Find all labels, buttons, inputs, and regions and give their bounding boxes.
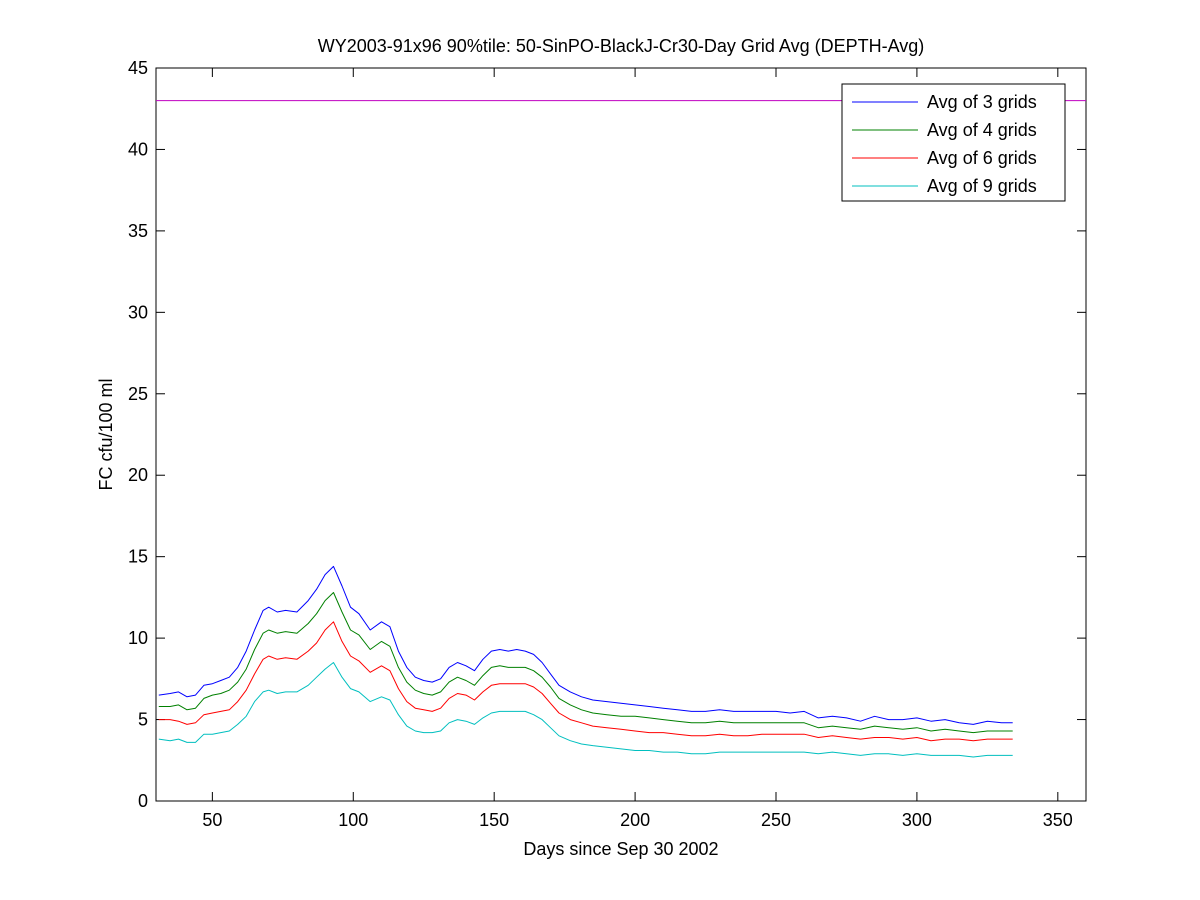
series-line bbox=[158, 592, 1013, 734]
y-tick-label: 5 bbox=[138, 710, 148, 730]
y-tick-label: 10 bbox=[128, 628, 148, 648]
y-axis-label: FC cfu/100 ml bbox=[96, 378, 116, 490]
legend: Avg of 3 grids Avg of 4 grids Avg of 6 gri… bbox=[841, 83, 1066, 202]
x-tick-label: 300 bbox=[902, 810, 932, 830]
x-tick-label: 350 bbox=[1043, 810, 1073, 830]
series-line bbox=[158, 621, 1013, 742]
x-tick-label: 50 bbox=[202, 810, 222, 830]
x-tick-label: 250 bbox=[761, 810, 791, 830]
y-tick-label: 15 bbox=[128, 547, 148, 567]
legend-box bbox=[841, 83, 1066, 202]
x-tick-label: 200 bbox=[620, 810, 650, 830]
legend-label: Avg of 4 grids bbox=[927, 120, 1037, 140]
y-tick-label: 30 bbox=[128, 302, 148, 322]
y-tick-label: 25 bbox=[128, 384, 148, 404]
legend-label: Avg of 9 grids bbox=[927, 176, 1037, 196]
y-tick-label: 35 bbox=[128, 221, 148, 241]
series-lines bbox=[158, 565, 1013, 758]
y-tick-label: 45 bbox=[128, 58, 148, 78]
x-axis: 50 100 150 200 250 300 350 bbox=[202, 68, 1073, 830]
y-axis: 0 5 10 15 20 25 30 35 40 45 bbox=[128, 58, 1086, 811]
legend-label: Avg of 3 grids bbox=[927, 92, 1037, 112]
x-tick-label: 150 bbox=[479, 810, 509, 830]
x-tick-label: 100 bbox=[338, 810, 368, 830]
y-tick-label: 20 bbox=[128, 465, 148, 485]
series-line bbox=[158, 662, 1013, 758]
legend-label: Avg of 6 grids bbox=[927, 148, 1037, 168]
chart-title: WY2003-91x96 90%tile: 50-SinPO-BlackJ-Cr… bbox=[318, 36, 925, 56]
y-tick-label: 0 bbox=[138, 791, 148, 811]
x-axis-label: Days since Sep 30 2002 bbox=[523, 839, 718, 859]
y-tick-label: 40 bbox=[128, 139, 148, 159]
series-line bbox=[158, 565, 1013, 725]
